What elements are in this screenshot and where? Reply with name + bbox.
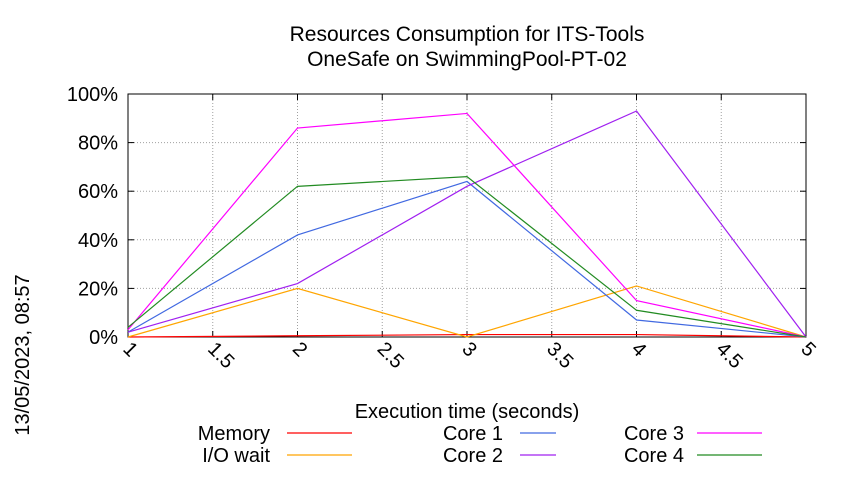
timestamp-label: 13/05/2023, 08:57 bbox=[12, 274, 34, 435]
series-lines bbox=[127, 110, 807, 338]
series-line-memory bbox=[127, 333, 807, 338]
x-tick-label: 2.5 bbox=[373, 338, 408, 373]
x-axis-label: Execution time (seconds) bbox=[355, 401, 580, 423]
x-tick-label: 2 bbox=[288, 338, 311, 361]
legend-label-i-o-wait: I/O wait bbox=[202, 445, 270, 467]
chart-title: Resources Consumption for ITS-Tools bbox=[290, 23, 645, 46]
series-line-core-2 bbox=[127, 110, 807, 338]
legend-label-core-3: Core 3 bbox=[624, 423, 684, 445]
y-tick-label: 80% bbox=[78, 133, 118, 155]
legend-label-core-4: Core 4 bbox=[624, 445, 684, 467]
legend-label-memory: Memory bbox=[198, 423, 270, 445]
y-tick-label: 20% bbox=[78, 278, 118, 300]
chart-subtitle: OneSafe on SwimmingPool-PT-02 bbox=[307, 48, 627, 71]
grid bbox=[128, 94, 806, 337]
x-tick-label: 5 bbox=[796, 338, 819, 361]
legend-label-core-2: Core 2 bbox=[443, 445, 503, 467]
series-line-i-o-wait bbox=[127, 285, 807, 338]
series-line-core-1 bbox=[127, 180, 807, 338]
series-line-core-3 bbox=[127, 112, 807, 338]
legend-label-core-1: Core 1 bbox=[443, 423, 503, 445]
series-line-core-4 bbox=[127, 176, 807, 338]
y-tick-label: 100% bbox=[67, 84, 118, 106]
x-tick-label: 4.5 bbox=[712, 338, 747, 373]
x-tick-label: 3 bbox=[457, 338, 480, 361]
x-tick-label: 1.5 bbox=[203, 338, 238, 373]
x-tick-label: 4 bbox=[627, 338, 650, 361]
y-tick-label: 60% bbox=[78, 181, 118, 203]
x-tick-label: 3.5 bbox=[542, 338, 577, 373]
x-tick-label: 1 bbox=[118, 338, 141, 361]
y-tick-label: 0% bbox=[89, 327, 118, 349]
y-tick-label: 40% bbox=[78, 230, 118, 252]
